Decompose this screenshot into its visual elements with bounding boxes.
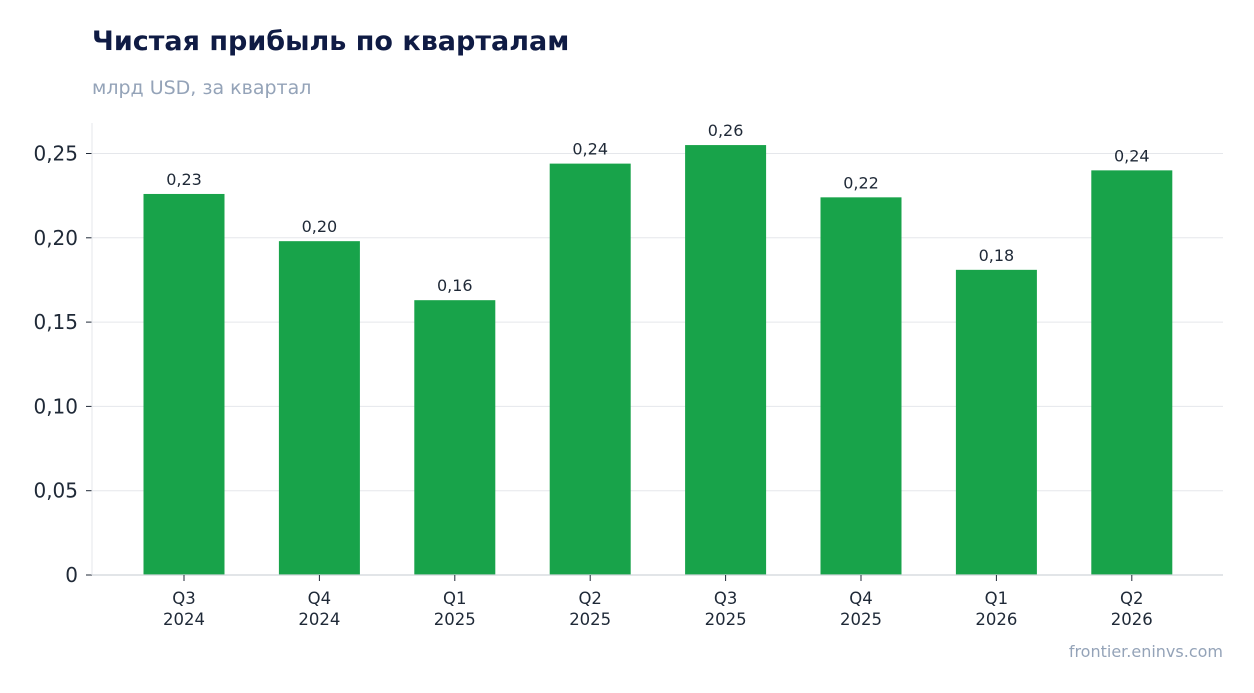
bar [549,163,631,575]
bar [820,197,902,575]
x-tick-label-line: 2025 [840,610,882,629]
data-label: 0,26 [708,121,744,140]
x-tick-label-line: 2024 [163,610,205,629]
x-tick-label: Q3 2024 [163,589,205,629]
x-tick-label-line: Q1 [443,589,467,608]
x-tick-label-line: Q4 [308,589,332,608]
x-tick-label: Q1 2026 [975,589,1017,629]
data-label: 0,18 [979,246,1015,265]
y-tick-label: 0,15 [33,310,78,334]
y-tick-label: 0 [65,563,78,587]
x-tick-label-line: 2026 [1111,610,1153,629]
bar [955,269,1037,575]
y-tick-label: 0,25 [33,142,78,166]
y-tick-label: 0,05 [33,479,78,503]
data-label: 0,24 [572,140,608,159]
bar [414,300,496,575]
y-tick-label: 0,10 [33,394,78,418]
x-tick-label-line: 2024 [298,610,340,629]
x-tick-label-line: 2025 [569,610,611,629]
data-label: 0,24 [1114,146,1150,165]
x-tick-label-line: Q3 [714,589,738,608]
y-tick-label: 0,20 [33,226,78,250]
x-tick-label: Q4 2025 [840,589,882,629]
x-tick-label-line: Q4 [849,589,873,608]
x-tick-label-line: 2025 [705,610,747,629]
data-label: 0,23 [166,170,202,189]
bar [143,193,225,576]
chart-subtitle: млрд USD, за квартал [92,77,312,99]
x-tick-label: Q1 2025 [434,589,476,629]
source-credit: frontier.eninvs.com [1068,642,1223,661]
x-tick-label: Q2 2025 [569,589,611,629]
bar [685,145,767,575]
x-tick-label-line: Q1 [985,589,1009,608]
x-tick-label: Q4 2024 [298,589,340,629]
data-labels: 0,23 0,20 0,16 0,24 0,26 0,22 0,18 0,24 [166,121,1149,295]
data-label: 0,16 [437,276,473,295]
x-tick-label-line: 2026 [975,610,1017,629]
chart-title: Чистая прибыль по кварталам [92,26,570,57]
x-tick-label-line: Q2 [1120,589,1144,608]
x-tick-label: Q2 2026 [1111,589,1153,629]
x-tick-label-line: 2025 [434,610,476,629]
bars [143,145,1173,576]
bar [278,241,360,575]
data-label: 0,22 [843,173,879,192]
x-tick-label-line: Q3 [172,589,196,608]
x-tick-label: Q3 2025 [705,589,747,629]
x-tick-label-line: Q2 [578,589,602,608]
bar [1091,170,1173,576]
grid-lines [92,153,1223,492]
data-label: 0,20 [302,217,338,236]
